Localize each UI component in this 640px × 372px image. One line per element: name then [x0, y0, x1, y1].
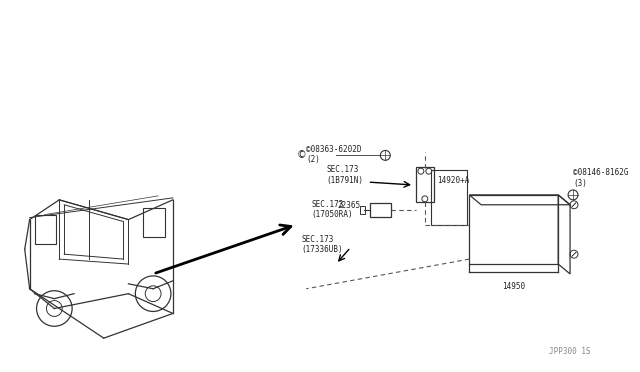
Text: SEC.173
(17336UB): SEC.173 (17336UB) — [301, 235, 343, 254]
Text: SEC.173
(1B791N): SEC.173 (1B791N) — [326, 166, 363, 185]
Text: 22365: 22365 — [337, 201, 360, 210]
Text: ©08146-8162G
(3): ©08146-8162G (3) — [573, 169, 628, 188]
Text: ©08363-6202D
(2): ©08363-6202D (2) — [307, 145, 362, 164]
Text: SEC.173
(17050RA): SEC.173 (17050RA) — [311, 200, 353, 219]
Bar — [369, 203, 391, 217]
Bar — [360, 206, 365, 214]
Text: JPP300 1S: JPP300 1S — [549, 347, 591, 356]
Bar — [143, 208, 165, 237]
Bar — [469, 195, 558, 264]
Text: ©: © — [296, 150, 306, 160]
Text: 14950: 14950 — [502, 282, 525, 291]
Bar — [35, 215, 56, 244]
Text: 14920+A: 14920+A — [436, 176, 469, 185]
Bar — [416, 167, 434, 202]
